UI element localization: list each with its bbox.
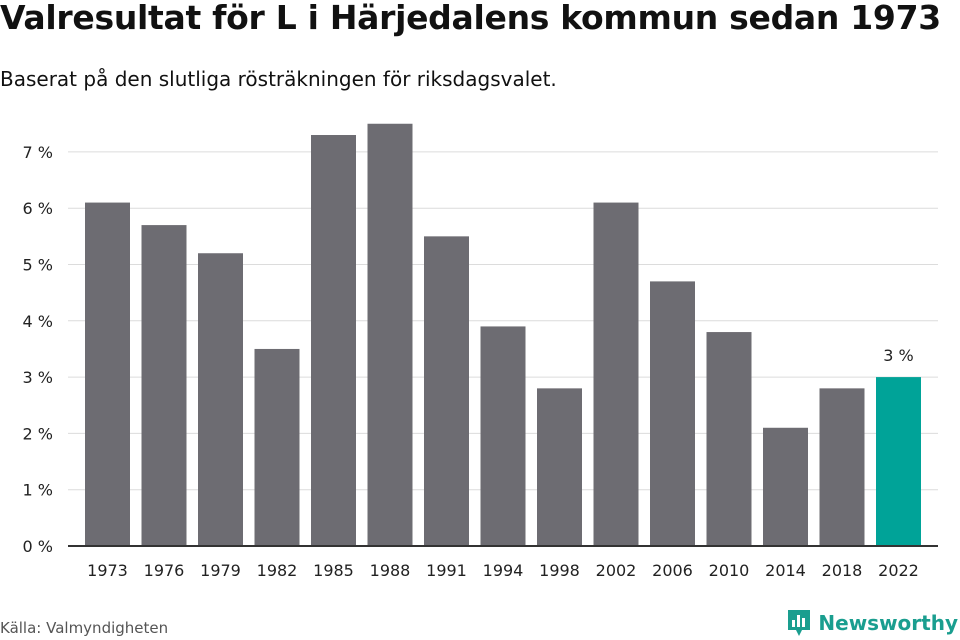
newsworthy-logo-icon (788, 610, 811, 636)
x-tick-label: 2018 (822, 561, 863, 580)
x-tick-label: 1985 (313, 561, 354, 580)
bar-1998 (537, 388, 582, 546)
bar-2014 (763, 427, 808, 546)
bar-1979 (198, 253, 243, 547)
y-tick-label: 7 % (23, 143, 53, 162)
bar-1985 (311, 135, 356, 546)
y-tick-label: 6 % (23, 199, 53, 218)
bar-1988 (367, 123, 413, 546)
x-tick-label: 1982 (257, 561, 298, 580)
bar-1973 (85, 202, 130, 546)
bar-chart: 0 % 1 % 2 % 3 % 4 % 5 % 6 % 7 % 1973 1976 1979 1982… (23, 123, 938, 580)
bar-1982 (254, 348, 300, 546)
x-tick-label: 2002 (596, 561, 637, 580)
y-tick-label: 0 % (23, 537, 53, 556)
bar-1991 (424, 236, 469, 546)
chart-title: Valresultat för L i Härjedalens kommun s… (0, 0, 941, 37)
y-tick-label: 4 % (23, 312, 53, 331)
bar-2010 (706, 332, 752, 546)
x-tick-label: 1988 (370, 561, 411, 580)
x-tick-label: 2006 (652, 561, 693, 580)
bar-1994 (480, 326, 526, 546)
y-tick-label: 3 % (23, 368, 53, 387)
brand-name: Newsworthy (818, 611, 958, 635)
source-note: Källa: Valmyndigheten (0, 619, 169, 637)
x-tick-label: 1998 (539, 561, 580, 580)
x-tick-label: 2010 (709, 561, 750, 580)
bar-2006 (650, 281, 695, 546)
y-tick-label: 2 % (23, 424, 53, 443)
x-tick-label: 1976 (144, 561, 185, 580)
data-label: 3 % (883, 346, 913, 365)
bar-2002 (593, 202, 639, 546)
bar-2022 (876, 377, 921, 546)
x-tick-label: 1973 (87, 561, 128, 580)
x-tick-label: 1994 (483, 561, 524, 580)
y-tick-label: 1 % (23, 481, 53, 500)
x-tick-label: 2022 (878, 561, 919, 580)
x-tick-label: 1991 (426, 561, 467, 580)
y-tick-label: 5 % (23, 256, 53, 275)
brand-logo: Newsworthy (786, 608, 958, 638)
x-tick-label: 1979 (200, 561, 241, 580)
bar-1976 (141, 225, 187, 546)
chart-subtitle: Baserat på den slutliga rösträkningen fö… (0, 67, 557, 91)
bar-2018 (819, 388, 865, 546)
x-tick-label: 2014 (765, 561, 806, 580)
